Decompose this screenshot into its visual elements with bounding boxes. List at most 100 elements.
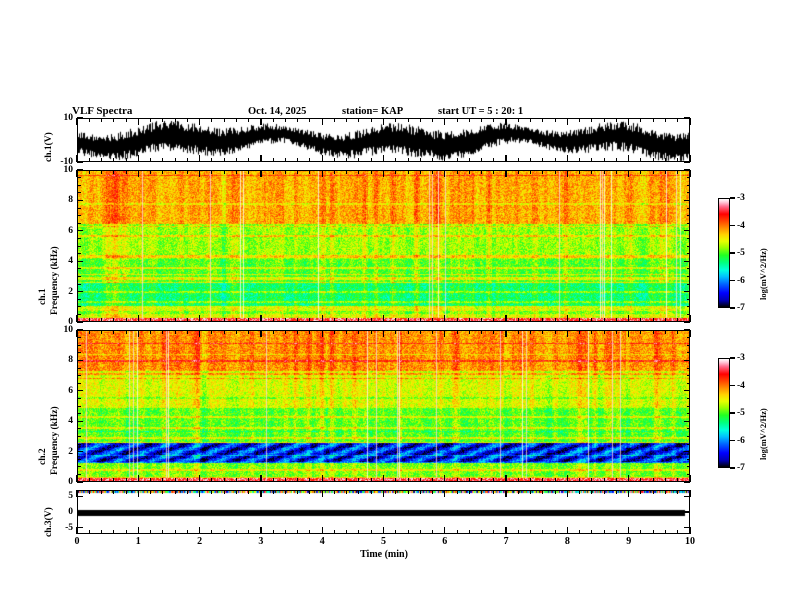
x-major-tick-top bbox=[198, 490, 201, 497]
ch1-colorbar bbox=[718, 198, 730, 308]
x-minor-tick-top bbox=[591, 118, 593, 122]
x-minor-tick bbox=[517, 318, 519, 322]
x-minor-tick-top bbox=[272, 118, 274, 122]
x-minor-tick-top bbox=[284, 330, 286, 334]
x-minor-tick bbox=[186, 478, 188, 482]
x-minor-tick bbox=[174, 318, 176, 322]
x-minor-tick bbox=[677, 530, 679, 534]
x-minor-tick-top bbox=[309, 170, 311, 174]
x-minor-tick bbox=[456, 530, 458, 534]
ch1-colorbar-tick-label: -3 bbox=[737, 193, 745, 203]
ch1-spec-y-tick bbox=[77, 321, 83, 323]
x-minor-tick-top bbox=[554, 170, 556, 174]
x-minor-tick-top bbox=[358, 330, 360, 334]
x-minor-tick-top bbox=[481, 170, 483, 174]
spec1-minor-tick-right bbox=[686, 215, 690, 217]
x-minor-tick bbox=[615, 478, 617, 482]
x-minor-tick bbox=[284, 530, 286, 534]
x-minor-tick-top bbox=[186, 330, 188, 334]
x-major-tick-top bbox=[76, 330, 78, 337]
x-minor-tick-top bbox=[554, 490, 556, 494]
ch2-spec-y-tick-label: 6 bbox=[68, 385, 73, 396]
spec2-minor-tick-right bbox=[686, 375, 690, 377]
x-minor-tick-top bbox=[603, 330, 605, 334]
x-minor-tick bbox=[272, 530, 274, 534]
x-minor-tick-top bbox=[652, 118, 654, 122]
spec2-minor-tick-right bbox=[686, 466, 690, 468]
x-minor-tick-top bbox=[223, 330, 225, 334]
x-minor-tick bbox=[125, 530, 127, 534]
x-minor-tick-top bbox=[530, 170, 532, 174]
x-major-tick bbox=[566, 315, 569, 322]
spec2-minor-tick-right bbox=[686, 435, 690, 437]
x-minor-tick bbox=[407, 158, 409, 162]
x-minor-tick bbox=[150, 530, 152, 534]
ch1-spec-y-tick-label: 0 bbox=[68, 317, 73, 327]
x-minor-tick-top bbox=[235, 330, 237, 334]
x-minor-tick bbox=[370, 530, 372, 534]
x-minor-tick-top bbox=[358, 170, 360, 174]
x-minor-tick bbox=[186, 530, 188, 534]
spec2-minor-tick-right bbox=[686, 443, 690, 445]
ch1-wave-y-tick-right bbox=[684, 117, 690, 119]
x-minor-tick bbox=[468, 530, 470, 534]
x-minor-tick bbox=[652, 158, 654, 162]
spec2-minor-tick bbox=[77, 382, 81, 384]
x-minor-tick-top bbox=[481, 118, 483, 122]
x-minor-tick bbox=[615, 158, 617, 162]
spec1-minor-tick bbox=[77, 253, 81, 255]
x-minor-tick-top bbox=[493, 490, 495, 494]
x-minor-tick bbox=[493, 478, 495, 482]
ch1-wave-y-tick bbox=[77, 117, 83, 119]
x-minor-tick bbox=[591, 318, 593, 322]
x-major-tick bbox=[689, 155, 691, 162]
x-minor-tick bbox=[664, 530, 666, 534]
x-major-tick-top bbox=[505, 490, 507, 497]
x-major-tick bbox=[566, 475, 569, 482]
x-minor-tick-top bbox=[640, 330, 642, 334]
spec1-minor-tick bbox=[77, 298, 81, 300]
x-minor-tick-top bbox=[640, 490, 642, 494]
ch2-spec-y-tick bbox=[77, 420, 83, 422]
x-minor-tick-top bbox=[542, 490, 544, 494]
x-minor-tick-top bbox=[150, 118, 152, 122]
x-minor-tick-top bbox=[615, 330, 617, 334]
x-minor-tick bbox=[284, 158, 286, 162]
x-major-tick bbox=[689, 475, 691, 482]
x-minor-tick bbox=[603, 318, 605, 322]
x-minor-tick-top bbox=[162, 330, 164, 334]
x-minor-tick-top bbox=[603, 490, 605, 494]
x-minor-tick bbox=[297, 158, 299, 162]
x-major-tick-top bbox=[566, 330, 569, 337]
x-major-tick bbox=[628, 527, 630, 534]
ch3-wave-y-tick-label: 0 bbox=[68, 507, 73, 517]
x-minor-tick bbox=[150, 478, 152, 482]
x-minor-tick bbox=[603, 478, 605, 482]
spec1-minor-tick-right bbox=[686, 298, 690, 300]
x-minor-tick bbox=[432, 530, 434, 534]
x-minor-tick-top bbox=[297, 118, 299, 122]
x-minor-tick-top bbox=[284, 170, 286, 174]
x-minor-tick-top bbox=[579, 490, 581, 494]
x-major-tick bbox=[444, 475, 446, 482]
x-minor-tick-top bbox=[493, 330, 495, 334]
x-minor-tick bbox=[640, 530, 642, 534]
x-major-tick bbox=[505, 527, 507, 534]
x-minor-tick-top bbox=[493, 170, 495, 174]
x-minor-tick bbox=[419, 530, 421, 534]
x-major-tick bbox=[689, 315, 691, 322]
ch2-spec-y-tick-label: 4 bbox=[68, 416, 73, 427]
x-minor-tick bbox=[407, 318, 409, 322]
x-minor-tick bbox=[88, 478, 90, 482]
ch2-colorbar-tick bbox=[730, 357, 735, 359]
x-minor-tick bbox=[333, 158, 335, 162]
x-minor-tick-top bbox=[125, 118, 127, 122]
x-minor-tick bbox=[272, 318, 274, 322]
ch3-wave-y-tick-right bbox=[684, 495, 690, 497]
x-minor-tick bbox=[235, 530, 237, 534]
x-major-tick-top bbox=[566, 490, 569, 497]
x-minor-tick-top bbox=[223, 118, 225, 122]
ch1-spec-y-tick bbox=[77, 291, 83, 293]
x-minor-tick bbox=[579, 530, 581, 534]
x-major-tick-top bbox=[444, 170, 446, 177]
